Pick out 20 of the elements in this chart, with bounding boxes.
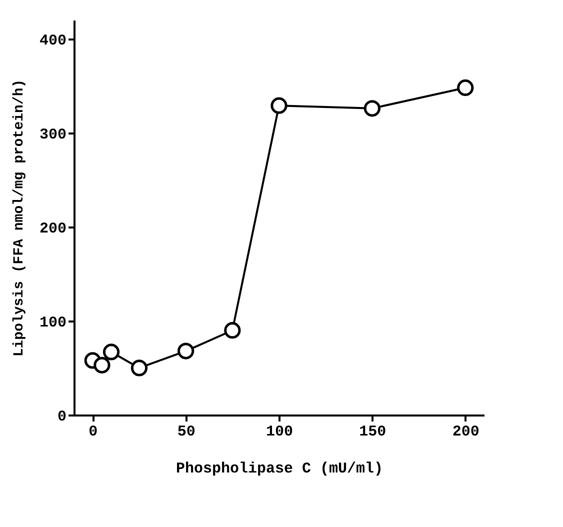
y-tick-label: 200	[39, 220, 66, 238]
x-axis-title: Phospholipase C (mU/ml)	[176, 460, 384, 478]
y-tick-label: 300	[39, 126, 66, 144]
point	[364, 100, 381, 117]
point	[177, 342, 194, 360]
y-tick-label: 100	[39, 314, 66, 332]
x-tick-label: 150	[359, 424, 386, 440]
y-tick-label: 400	[39, 32, 66, 50]
y-axis-title: Lipolysis (FFA nmol/mg protein/h)	[11, 79, 28, 357]
point	[130, 360, 148, 376]
point	[94, 356, 110, 374]
point	[270, 97, 288, 114]
y-tick-label: 0	[57, 408, 66, 426]
x-tick-label: 100	[266, 424, 294, 440]
point	[224, 322, 241, 339]
x-tick-label: 50	[177, 424, 196, 440]
point	[102, 344, 120, 360]
point	[457, 79, 474, 96]
x-tick-label: 0	[88, 424, 98, 440]
x-tick-label: 200	[452, 424, 480, 440]
